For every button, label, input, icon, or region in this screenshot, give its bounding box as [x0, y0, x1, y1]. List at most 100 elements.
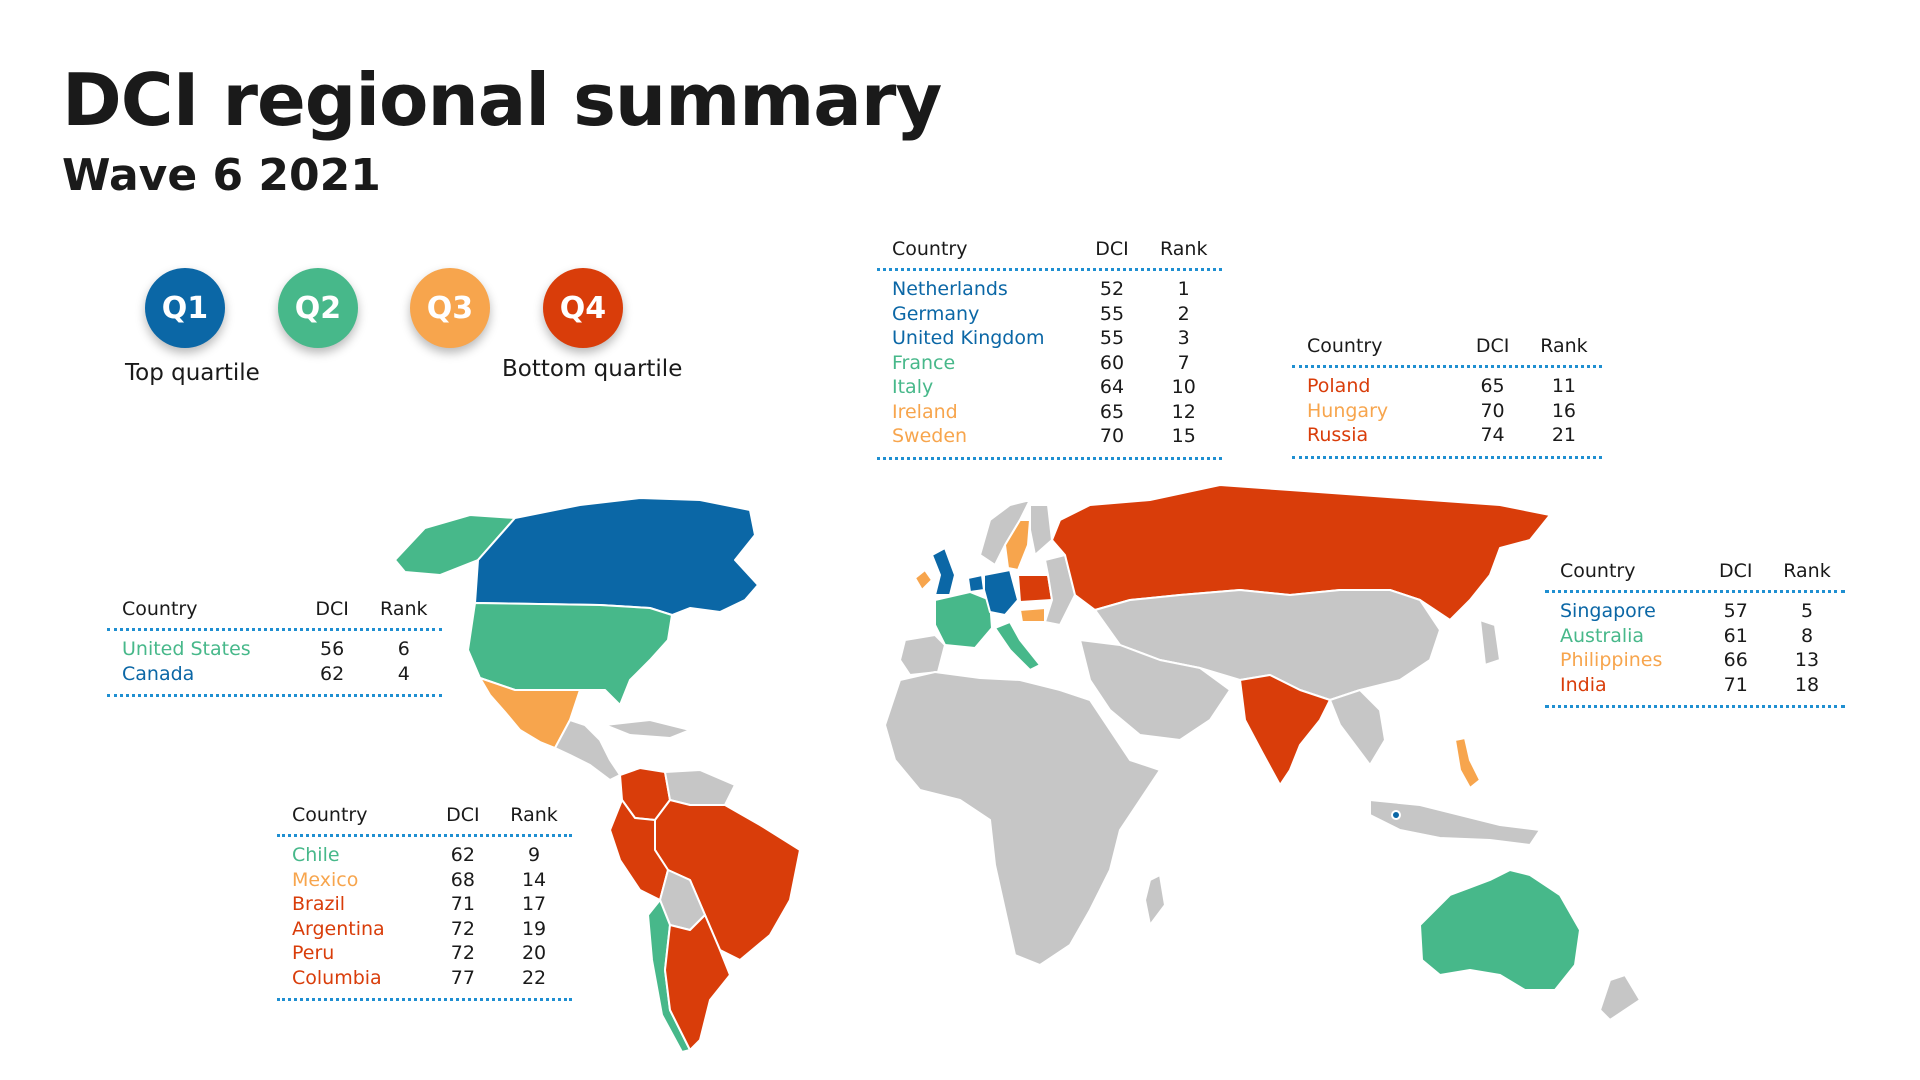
rank-value: 3: [1177, 327, 1190, 349]
legend-q1-badge: Q1: [145, 268, 225, 348]
dci-value: 71: [450, 893, 475, 915]
dci-value: 74: [1480, 424, 1505, 446]
country-venezuela: [664, 769, 736, 806]
legend-bottom-quartile-caption: Bottom quartile: [502, 356, 683, 382]
country-germany: [983, 569, 1019, 616]
legend-q3-label: Q3: [426, 290, 474, 326]
table-row: Argentina 72 19: [277, 917, 572, 942]
rank-value: 5: [1800, 600, 1814, 622]
column-header-country: Country: [1560, 560, 1636, 582]
table-row: Italy 64 10: [877, 375, 1222, 400]
table-row: Canada 62 4: [107, 662, 442, 687]
rank-value: 7: [1177, 351, 1190, 374]
rank-value: 2: [1177, 302, 1190, 325]
table-row: Sweden 70 15: [877, 424, 1222, 449]
rank-value: 8: [1800, 624, 1814, 647]
table-row: United States 56 6: [107, 637, 442, 662]
country-name: France: [892, 351, 956, 374]
rank-value: 18: [1794, 673, 1820, 696]
dci-value: 55: [1099, 327, 1125, 349]
table-row: Mexico 68 14: [277, 868, 572, 893]
country-name: Argentina: [292, 917, 385, 940]
column-header-country: Country: [1307, 335, 1383, 357]
table-row: Ireland 65 12: [877, 400, 1222, 425]
column-header-dci: DCI: [446, 804, 480, 826]
table-header: Country DCI Rank: [277, 796, 572, 837]
legend-q1-label: Q1: [161, 290, 209, 326]
table-row: Australia 61 8: [1545, 624, 1845, 649]
table-row: Hungary 70 16: [1292, 399, 1602, 424]
rank-value: 6: [397, 638, 410, 660]
dci-value: 71: [1723, 673, 1748, 696]
dci-value: 64: [1099, 376, 1125, 398]
column-header-dci: DCI: [315, 598, 349, 620]
country-name: Columbia: [292, 966, 382, 989]
country-indonesia: [1369, 799, 1541, 846]
page-subtitle: Wave 6 2021: [62, 150, 381, 201]
country-name: Australia: [1560, 624, 1645, 647]
column-header-rank: Rank: [1540, 335, 1588, 357]
country-name: Canada: [122, 662, 195, 685]
country-name: Russia: [1307, 424, 1369, 446]
rank-value: 14: [521, 868, 547, 891]
country-name: Poland: [1307, 375, 1371, 397]
dci-value: 65: [1099, 400, 1125, 423]
table-row: Netherlands 52 1: [877, 277, 1222, 302]
dci-value: 62: [320, 662, 345, 685]
country-japan: [1479, 619, 1501, 666]
column-header-country: Country: [122, 598, 198, 620]
table-row: Poland 65 11: [1292, 374, 1602, 399]
column-header-country: Country: [892, 238, 968, 260]
table-row: Singapore 57 5: [1545, 599, 1845, 624]
country-middle-east: [1079, 639, 1231, 741]
rank-value: 4: [397, 662, 410, 685]
country-italy: [994, 621, 1041, 671]
dci-value: 70: [1480, 399, 1505, 422]
dci-value: 72: [450, 942, 475, 964]
country-poland: [1017, 574, 1053, 603]
column-header-dci: DCI: [1718, 560, 1753, 582]
country-australia: [1419, 869, 1581, 991]
country-name: Singapore: [1560, 600, 1656, 622]
dci-value: 62: [450, 844, 475, 866]
country-name: Germany: [892, 302, 980, 325]
country-name: Brazil: [292, 893, 346, 915]
table-row: Peru 72 20: [277, 941, 572, 966]
rank-value: 17: [521, 893, 547, 915]
country-finland: [1029, 504, 1053, 556]
table-row: Chile 62 9: [277, 843, 572, 868]
legend-q4-label: Q4: [559, 290, 607, 326]
country-sweden: [1004, 519, 1031, 571]
rank-value: 11: [1551, 375, 1577, 397]
table-header: Country DCI Rank: [1292, 327, 1602, 368]
country-madagascar: [1144, 874, 1166, 926]
dci-value: 52: [1099, 278, 1125, 300]
country-france: [934, 591, 993, 649]
dci-value: 57: [1723, 600, 1748, 622]
country-name: Philippines: [1560, 649, 1663, 671]
rank-value: 13: [1794, 649, 1820, 671]
table-latin-america: Country DCI Rank Chile 62 9 Mexico 68 14 Bra…: [277, 796, 572, 1001]
dci-value: 56: [320, 638, 345, 660]
dci-value: 66: [1723, 649, 1748, 671]
rank-value: 20: [521, 942, 547, 964]
rank-value: 21: [1551, 424, 1577, 446]
column-header-rank: Rank: [1159, 238, 1208, 260]
country-name: Italy: [892, 376, 934, 398]
country-asia-central: [1094, 589, 1441, 701]
country-name: Peru: [292, 942, 335, 964]
table-row: Germany 55 2: [877, 302, 1222, 327]
legend-q3-badge: Q3: [410, 268, 490, 348]
dci-value: 61: [1723, 624, 1748, 647]
column-header-rank: Rank: [510, 804, 558, 826]
dci-value: 72: [450, 917, 475, 940]
rank-value: 10: [1171, 376, 1196, 398]
column-header-dci: DCI: [1475, 335, 1510, 357]
country-name: United Kingdom: [892, 327, 1045, 349]
dci-value: 77: [450, 966, 475, 989]
country-name: Ireland: [892, 400, 958, 423]
dci-value: 65: [1480, 375, 1505, 397]
legend-q2-badge: Q2: [278, 268, 358, 348]
rank-value: 1: [1177, 278, 1190, 300]
country-netherlands: [967, 574, 985, 593]
